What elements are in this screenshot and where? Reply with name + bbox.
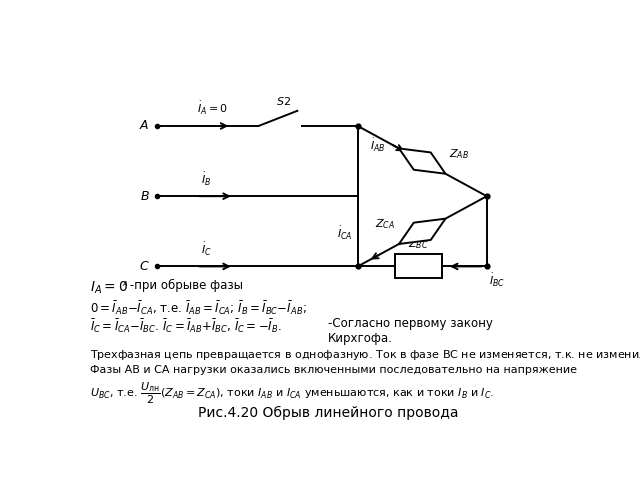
Text: $A$: $A$	[139, 120, 150, 132]
Text: $U_{BC}$, т.е. $\dfrac{U_{\text{лн}}}{2}(Z_{AB} = Z_{CA})$, токи $I_{AB}$ и $I_{: $U_{BC}$, т.е. $\dfrac{U_{\text{лн}}}{2}…	[90, 381, 494, 406]
Text: $_A$: $_A$	[122, 279, 129, 289]
Text: Рис.4.20 Обрыв линейного провода: Рис.4.20 Обрыв линейного провода	[198, 406, 458, 420]
Polygon shape	[399, 219, 445, 244]
Text: $\dot{I}_B$: $\dot{I}_B$	[202, 171, 212, 188]
Text: Кирхгофа.: Кирхгофа.	[328, 332, 393, 345]
Text: $\dot{I}_{AB}$: $\dot{I}_{AB}$	[370, 137, 386, 154]
Text: $0{=}\bar{I}_{AB}{-}\bar{I}_{CA}$, т.е. $\bar{I}_{AB}{=}\bar{I}_{CA}$; $\bar{I}_: $0{=}\bar{I}_{AB}{-}\bar{I}_{CA}$, т.е. …	[90, 300, 307, 317]
Text: $\dot{I}_{BC}$: $\dot{I}_{BC}$	[489, 272, 506, 289]
Text: $C$: $C$	[139, 260, 150, 273]
Text: $I_A{=}0$: $I_A{=}0$	[90, 279, 128, 296]
Text: $\bar{I}_C{=}\bar{I}_{CA}{-}\bar{I}_{BC}$. $\bar{I}_C{=}\bar{I}_{AB}{+}\bar{I}_{: $\bar{I}_C{=}\bar{I}_{CA}{-}\bar{I}_{BC}…	[90, 317, 282, 335]
Text: -Согласно первому закону: -Согласно первому закону	[328, 317, 493, 330]
Text: $S2$: $S2$	[276, 95, 291, 107]
Text: -при обрыве фазы: -при обрыве фазы	[125, 279, 243, 292]
Text: Трехфазная цепь превращается в однофазную. Ток в фазе ВС не изменяется, т.к. не : Трехфазная цепь превращается в однофазну…	[90, 348, 640, 362]
Text: Фазы АВ и СА нагрузки оказались включенными последовательно на напряжение: Фазы АВ и СА нагрузки оказались включенн…	[90, 365, 577, 375]
Text: $Z_{BC}$: $Z_{BC}$	[408, 237, 429, 251]
Text: $\dot{I}_A{=}0$: $\dot{I}_A{=}0$	[197, 100, 228, 117]
Text: $\dot{I}_C$: $\dot{I}_C$	[201, 241, 212, 258]
Polygon shape	[399, 148, 445, 174]
FancyBboxPatch shape	[395, 254, 442, 278]
Text: $\dot{I}_{CA}$: $\dot{I}_{CA}$	[337, 225, 353, 242]
Text: $B$: $B$	[140, 190, 150, 203]
Text: $Z_{AB}$: $Z_{AB}$	[449, 147, 470, 161]
Text: $Z_{CA}$: $Z_{CA}$	[375, 217, 395, 231]
